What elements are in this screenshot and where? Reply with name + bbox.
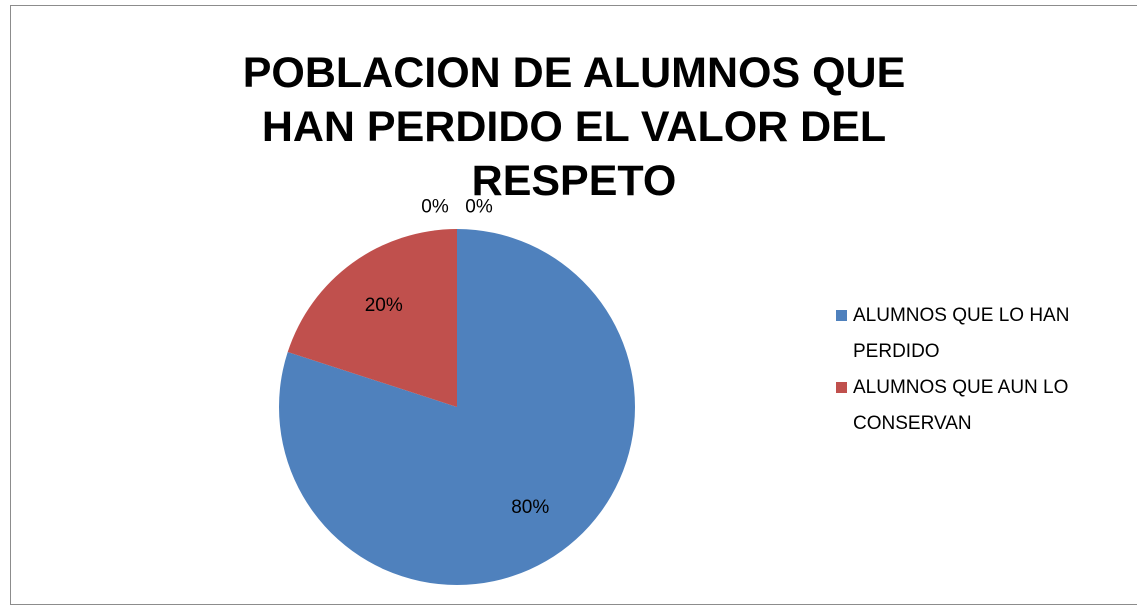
- data-label: 0%: [421, 197, 449, 218]
- page: POBLACION DE ALUMNOS QUE HAN PERDIDO EL …: [10, 5, 1137, 605]
- legend-label: ALUMNOS QUE AUN LO CONSERVAN: [853, 377, 1069, 434]
- legend-label: ALUMNOS QUE LO HAN PERDIDO: [853, 305, 1070, 362]
- legend-swatch: [836, 382, 847, 393]
- chart-title: POBLACION DE ALUMNOS QUE HAN PERDIDO EL …: [242, 49, 906, 205]
- data-label: 20%: [365, 295, 403, 316]
- legend-swatch: [836, 310, 847, 321]
- pie-slice: [287, 229, 457, 407]
- data-label: 80%: [511, 497, 549, 518]
- data-label: 0%: [465, 197, 493, 218]
- chart: 80% 20% 0% 0%: [278, 197, 636, 585]
